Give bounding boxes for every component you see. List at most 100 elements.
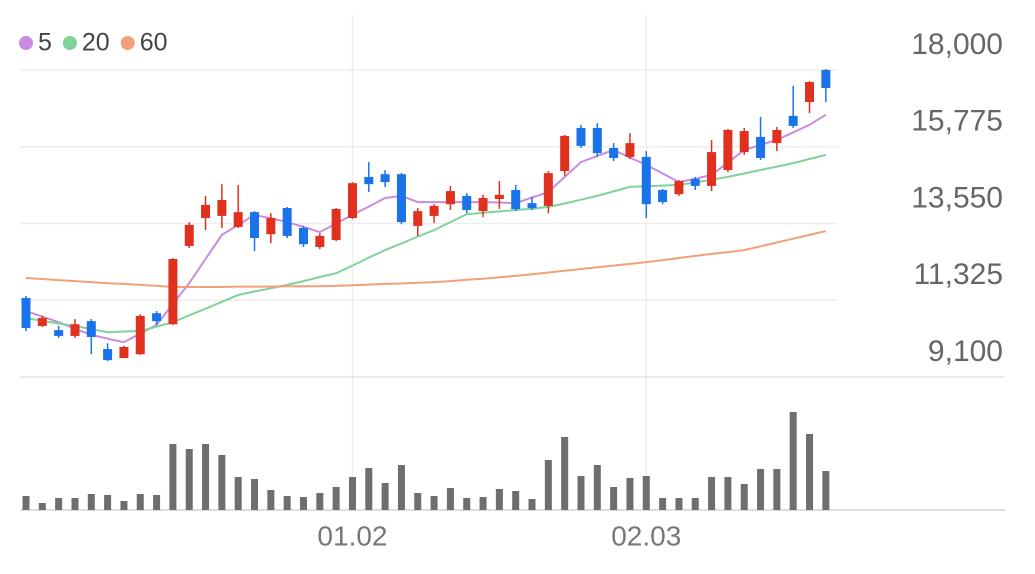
x-tick-label: 02.03 [611,520,681,551]
candle-body [462,195,472,211]
volume-bar [251,479,259,510]
candle-body [266,217,276,235]
volume-bar [202,444,210,510]
candle-body [543,173,553,206]
candle-body [576,127,586,146]
candle-body [184,224,194,246]
volume-bar [512,491,520,510]
legend-marker [19,36,33,50]
volume-bar [136,494,144,510]
ma-line [25,153,827,334]
candle-body [560,135,570,172]
candle-body [805,82,815,103]
volume-bar [740,484,748,510]
volume-bar [234,477,242,510]
volume-bar [528,499,536,510]
volume-bar [626,478,634,510]
volume-bar [773,469,781,510]
candle-body [413,211,423,226]
candle-body [347,183,357,218]
volume-bar [55,498,63,510]
candle-body [21,298,31,329]
candle-body [429,205,439,216]
candle-body [625,143,635,157]
volume-bar [120,501,128,510]
y-tick-label: 18,000 [911,28,1003,61]
volume-bar [659,498,667,510]
candle-body [821,70,831,88]
volume-bar [757,469,765,510]
volume-bar [708,477,716,510]
volume-bar [299,497,307,510]
candle-body [592,127,602,154]
candle-body [37,318,47,326]
candle-body [445,191,455,205]
volume-bar [169,444,177,510]
candle-body [86,321,96,337]
candle-body [788,115,798,126]
candle-body [331,209,341,241]
candle-body [739,131,749,153]
volume-bar [544,460,552,510]
legend-marker [120,36,135,50]
candle-body [152,313,162,322]
candle-body [723,130,733,171]
candle-body [756,136,766,158]
volume-bar [71,498,79,510]
legend-label: 60 [140,29,168,57]
volume-bar [593,465,601,510]
candle-body [168,259,178,325]
volume-bar [463,498,471,510]
y-tick-label: 9,100 [928,335,1003,368]
legend-label: 5 [38,29,52,57]
ma-line [25,113,827,344]
volume-bar [561,437,569,510]
volume-bar [104,495,112,510]
candle-body [527,203,537,208]
candle-body [70,324,80,336]
candle-body [54,330,64,336]
volume-bar [691,498,699,510]
ma-line [25,230,827,288]
volume-bar [87,494,95,510]
candle-body [478,197,488,212]
volume-bar [446,488,454,510]
volume-bar [430,496,438,510]
candle-body [609,147,619,158]
volume-bar [365,468,373,510]
candle-body [690,179,700,186]
volume-bar [724,477,732,510]
volume-bar [348,477,356,510]
volume-bar [806,434,814,510]
candle-body [119,346,129,359]
candle-body [380,174,390,183]
candle-body [707,152,717,186]
candle-body [494,194,504,200]
volume-bar [675,498,683,510]
candle-body [641,156,651,205]
y-tick-label: 11,325 [913,258,1003,291]
candle-body [217,200,227,216]
candle-body [674,181,684,195]
candle-body [772,130,782,144]
x-tick-label: 01.02 [317,520,387,551]
volume-bar [332,487,340,510]
volume-bar [822,471,830,510]
volume-bar [397,465,405,510]
candle-body [315,235,325,247]
volume-bar [381,483,389,510]
candle-body [282,207,292,236]
volume-bar [153,495,161,510]
volume-bar [218,455,226,510]
volume-bar [316,493,324,510]
candle-body [233,212,243,227]
volume-bar [185,449,193,510]
y-tick-label: 13,550 [911,181,1003,214]
volume-bar [495,489,503,510]
y-tick-label: 15,775 [911,105,1003,138]
candle-body [298,227,308,245]
candle-body [135,315,145,355]
volume-bar [283,496,291,510]
volume-bar [610,487,618,510]
